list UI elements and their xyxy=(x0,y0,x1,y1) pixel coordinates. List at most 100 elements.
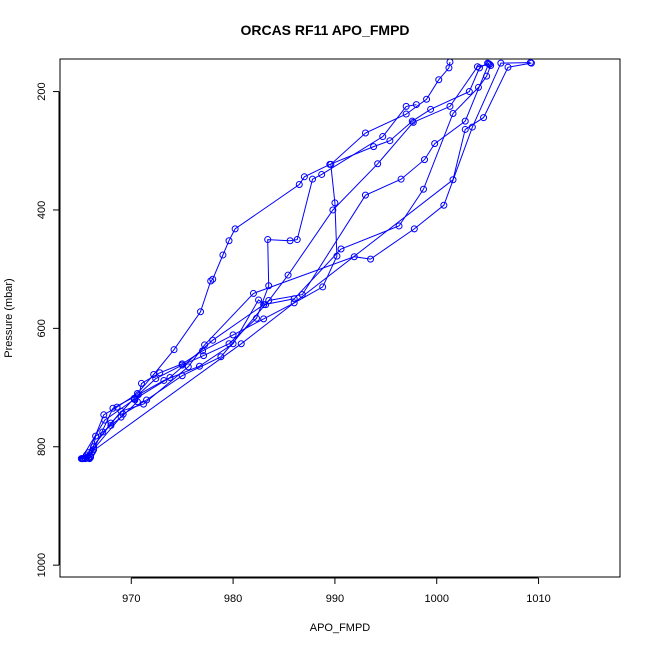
y-tick-label: 800 xyxy=(36,438,48,456)
data-point xyxy=(295,181,303,189)
series-2 xyxy=(85,59,492,457)
data-point xyxy=(209,275,217,283)
data-point xyxy=(410,225,418,233)
data-point xyxy=(397,175,405,183)
data-point xyxy=(461,117,469,125)
data-point xyxy=(480,114,488,122)
y-tick-label: 400 xyxy=(36,201,48,219)
data-point xyxy=(446,59,454,66)
data-point xyxy=(150,371,158,379)
data-point xyxy=(229,331,237,339)
data-point xyxy=(527,59,535,67)
y-tick-label: 200 xyxy=(36,82,48,100)
data-point xyxy=(431,140,439,148)
y-tick-label: 600 xyxy=(36,319,48,337)
data-point xyxy=(402,110,410,118)
data-point xyxy=(113,403,121,411)
data-point xyxy=(178,361,186,369)
data-point xyxy=(290,299,298,307)
data-point xyxy=(449,109,457,117)
data-point xyxy=(483,72,491,80)
series-6 xyxy=(77,62,495,463)
data-point xyxy=(231,225,239,233)
x-tick-label: 1000 xyxy=(424,593,448,605)
data-point xyxy=(178,372,186,380)
data-point xyxy=(465,88,473,96)
data-point xyxy=(474,83,482,91)
data-point xyxy=(326,160,334,168)
data-point xyxy=(319,283,327,291)
series-line xyxy=(88,62,488,453)
data-point xyxy=(229,340,237,348)
series-line xyxy=(82,62,532,460)
data-point xyxy=(440,201,448,209)
data-point xyxy=(249,289,257,297)
data-point xyxy=(421,156,429,164)
data-point xyxy=(201,341,209,349)
data-point xyxy=(197,308,205,316)
series-line xyxy=(80,65,492,459)
data-point xyxy=(473,63,481,71)
data-point xyxy=(461,125,469,133)
data-point xyxy=(219,251,227,259)
data-point xyxy=(130,395,138,403)
data-point xyxy=(374,160,382,168)
series-5 xyxy=(82,60,493,461)
data-point xyxy=(137,379,145,387)
data-point xyxy=(485,60,493,68)
data-point xyxy=(101,416,109,424)
series-4 xyxy=(86,60,494,463)
series-line xyxy=(84,104,417,459)
data-point xyxy=(225,237,233,245)
data-point xyxy=(350,253,358,261)
data-point xyxy=(331,199,339,207)
data-point xyxy=(139,400,147,408)
data-point xyxy=(160,376,168,384)
data-point xyxy=(300,173,308,181)
data-point xyxy=(318,170,326,178)
x-tick-label: 970 xyxy=(122,593,140,605)
data-point xyxy=(497,59,505,67)
data-point xyxy=(367,255,375,263)
data-point xyxy=(370,143,378,151)
plot-area xyxy=(77,59,535,463)
data-point xyxy=(409,118,417,126)
data-point xyxy=(419,185,427,193)
data-point xyxy=(184,363,192,371)
data-point xyxy=(412,101,420,109)
data-point xyxy=(107,419,115,427)
data-point xyxy=(449,176,457,184)
x-tick-label: 980 xyxy=(224,593,242,605)
data-point xyxy=(265,282,273,290)
data-point xyxy=(200,352,208,360)
data-point xyxy=(100,411,108,419)
data-point xyxy=(92,432,100,440)
data-point xyxy=(395,222,403,230)
plot-frame xyxy=(59,58,621,578)
y-axis: 200 400 600 800 1000 xyxy=(36,82,60,577)
data-point xyxy=(361,191,369,199)
data-point xyxy=(329,206,337,214)
data-point xyxy=(264,236,272,244)
x-tick-label: 1010 xyxy=(526,593,550,605)
data-point xyxy=(435,76,443,84)
data-point xyxy=(504,63,512,71)
chart-title: ORCAS RF11 APO_FMPD xyxy=(240,22,409,38)
data-point xyxy=(260,315,268,323)
data-point xyxy=(170,346,178,354)
data-point xyxy=(446,102,454,110)
data-point xyxy=(286,237,294,245)
series-8 xyxy=(78,59,535,463)
data-point xyxy=(379,133,387,141)
data-point xyxy=(260,301,268,309)
data-point xyxy=(237,340,245,348)
data-point xyxy=(293,236,301,244)
data-point xyxy=(361,129,369,137)
data-point xyxy=(290,295,298,303)
x-axis-label: APO_FMPD xyxy=(310,622,371,634)
data-point xyxy=(166,373,174,381)
data-point xyxy=(487,62,495,70)
data-point xyxy=(152,375,160,383)
data-point xyxy=(402,102,410,110)
